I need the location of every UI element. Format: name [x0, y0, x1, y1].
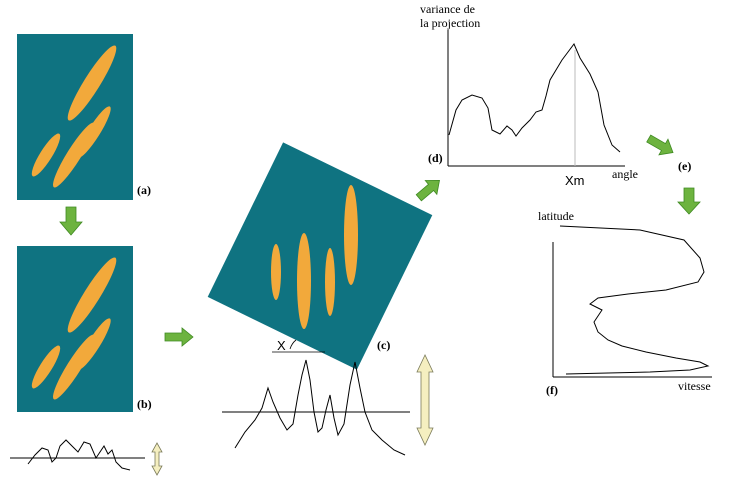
projection-profile-large	[222, 359, 410, 456]
panel-a: (a)	[17, 34, 151, 200]
streak	[67, 257, 117, 333]
double-arrow-icon	[151, 442, 163, 476]
plot-f-ylabel: latitude	[538, 209, 574, 223]
label-a: (a)	[137, 183, 151, 197]
arrow-down-icon	[59, 206, 83, 236]
panel-c-background	[207, 142, 433, 370]
plot-d: variance de la projection Xm angle (d)	[420, 2, 638, 188]
arrow-down-icon	[677, 187, 701, 215]
plot-f-xlabel: vitesse	[678, 379, 711, 393]
label-f: (f)	[546, 383, 558, 397]
streak	[31, 345, 61, 389]
plot-d-ylabel-line2: la projection	[420, 16, 480, 30]
plot-d-ylabel-line1: variance de	[420, 2, 475, 16]
streak	[271, 244, 281, 300]
panel-b: (b)	[17, 246, 152, 412]
angle-label: X	[277, 338, 286, 353]
label-d: (d)	[428, 151, 443, 165]
peak-label: Xm	[565, 173, 585, 188]
streak	[53, 334, 95, 400]
panel-c: X (c)	[207, 142, 433, 370]
plot-d-xlabel: angle	[612, 167, 638, 181]
streak	[53, 122, 95, 188]
label-c: (c)	[377, 338, 390, 352]
arrow-right-icon	[415, 179, 440, 202]
arrow-right-icon	[646, 134, 674, 156]
double-arrow-icon	[416, 354, 434, 446]
projection-profile-small	[10, 439, 145, 471]
streak	[31, 133, 61, 177]
label-b: (b)	[137, 397, 152, 411]
plot-f: latitude vitesse (f)	[538, 209, 712, 397]
streak	[344, 185, 358, 285]
label-e: (e)	[678, 159, 691, 173]
streak	[325, 248, 335, 316]
streak	[67, 45, 117, 121]
arrow-right-icon	[164, 327, 194, 347]
streak	[297, 233, 311, 329]
